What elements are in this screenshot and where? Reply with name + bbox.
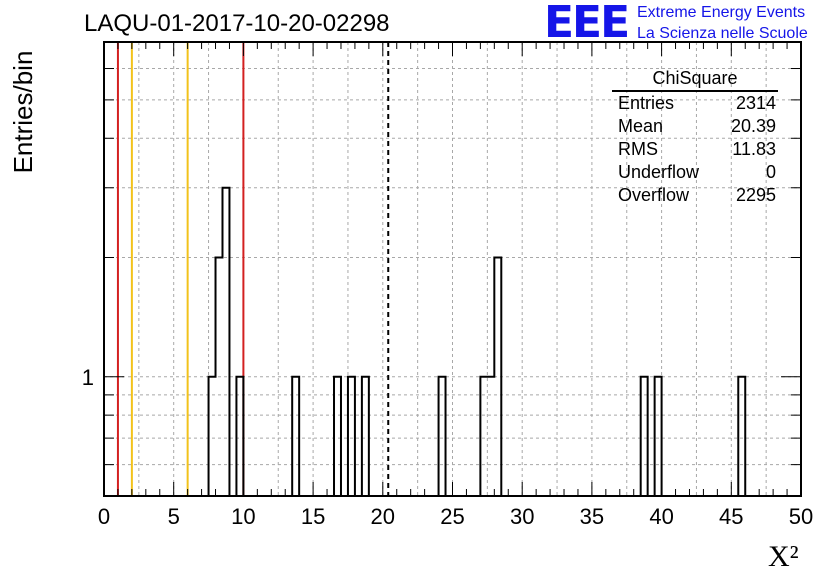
stats-row-mean: Mean 20.39 bbox=[612, 115, 778, 138]
stats-label: Mean bbox=[618, 116, 664, 136]
histogram-bin bbox=[439, 377, 446, 496]
x-tick-label: 40 bbox=[649, 504, 673, 529]
x-tick-label: 0 bbox=[98, 504, 110, 529]
histogram-bin bbox=[480, 377, 487, 496]
stats-value: 0 bbox=[765, 162, 776, 182]
histogram-bin bbox=[641, 377, 648, 496]
x-tick-label: 35 bbox=[580, 504, 604, 529]
stats-row-entries: Entries 2314 bbox=[612, 92, 778, 115]
stats-label: RMS bbox=[618, 139, 658, 159]
histogram-bin bbox=[334, 377, 341, 496]
stats-row-overflow: Overflow 2295 bbox=[612, 184, 778, 207]
stats-label: Overflow bbox=[618, 185, 690, 205]
x-axis-label: X² bbox=[768, 540, 799, 572]
histogram-bin bbox=[222, 188, 229, 496]
stats-row-underflow: Underflow 0 bbox=[612, 161, 778, 184]
y-tick-label: 1 bbox=[82, 365, 94, 390]
stats-label: Entries bbox=[618, 93, 675, 113]
stats-value: 20.39 bbox=[730, 116, 776, 136]
histogram-bin bbox=[348, 377, 355, 496]
x-tick-label: 15 bbox=[301, 504, 325, 529]
stats-row-rms: RMS 11.83 bbox=[612, 138, 778, 161]
reference-lines bbox=[116, 42, 390, 496]
histogram-bin bbox=[494, 258, 501, 496]
x-tick-label: 20 bbox=[371, 504, 395, 529]
eee-logo: EEE bbox=[544, 0, 630, 48]
logo-line-2: La Scienza nelle Scuole bbox=[637, 25, 808, 42]
histogram-bin bbox=[236, 377, 243, 496]
histogram-bin bbox=[738, 377, 745, 496]
histogram-outline bbox=[207, 186, 747, 496]
histogram-bin bbox=[362, 377, 369, 496]
plot-frame bbox=[103, 41, 802, 497]
histogram-bin bbox=[216, 258, 223, 496]
logo-line-1: Extreme Energy Events bbox=[637, 4, 806, 21]
x-tick-label: 50 bbox=[789, 504, 813, 529]
x-tick-label: 45 bbox=[719, 504, 743, 529]
stats-label: Underflow bbox=[618, 162, 700, 182]
plot-title: LAQU-01-2017-10-20-02298 bbox=[84, 10, 390, 37]
stats-title: ChiSquare bbox=[612, 66, 778, 92]
x-tick-label: 5 bbox=[168, 504, 180, 529]
histogram-bin bbox=[292, 377, 299, 496]
stats-box: ChiSquare Entries 2314 Mean 20.39 RMS 11… bbox=[612, 66, 778, 207]
x-tick-label: 10 bbox=[231, 504, 255, 529]
stats-value: 11.83 bbox=[732, 139, 776, 159]
y-axis-label: Entries/bin bbox=[8, 51, 38, 174]
histogram-bin bbox=[487, 377, 494, 496]
x-tick-labels: 0 5 10 15 20 25 30 35 40 45 50 bbox=[98, 504, 813, 529]
histogram-bins bbox=[209, 188, 746, 496]
eee-logo-text: Extreme Energy Events La Scienza nelle S… bbox=[637, 2, 808, 44]
x-tick-label: 25 bbox=[440, 504, 464, 529]
histogram-bin bbox=[209, 377, 216, 496]
x-tick-label: 30 bbox=[510, 504, 534, 529]
stats-value: 2314 bbox=[735, 93, 776, 113]
stats-value: 2295 bbox=[735, 185, 776, 205]
y-tick-labels: 1 bbox=[82, 365, 94, 390]
histogram-bin bbox=[655, 377, 662, 496]
